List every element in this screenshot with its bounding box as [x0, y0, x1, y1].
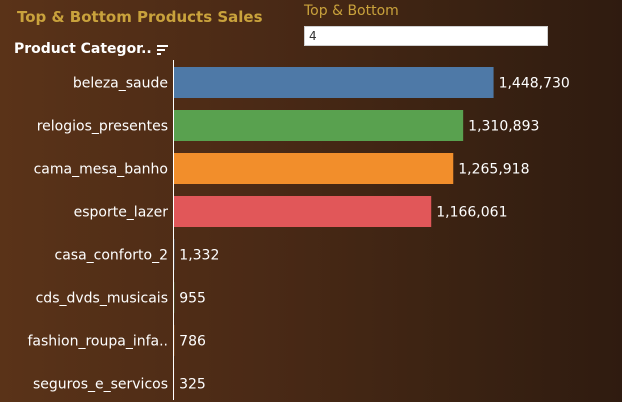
- top-bottom-parameter-input[interactable]: [304, 26, 548, 46]
- value-label: 325: [179, 377, 206, 393]
- bar[interactable]: [174, 110, 464, 141]
- category-label: fashion_roupa_infa..: [27, 334, 168, 350]
- category-label: beleza_saude: [73, 76, 168, 92]
- value-label: 1,332: [179, 248, 219, 264]
- value-label: 955: [179, 291, 206, 307]
- value-label: 1,448,730: [499, 76, 570, 92]
- value-label: 1,265,918: [458, 162, 529, 178]
- bar[interactable]: [174, 153, 454, 184]
- parameter-label: Top & Bottom: [304, 3, 399, 19]
- chart-title: Top & Bottom Products Sales: [17, 8, 263, 26]
- column-header-label: Product Categor..: [14, 41, 152, 57]
- category-label: casa_conforto_2: [55, 248, 169, 264]
- value-label: 786: [179, 334, 206, 350]
- value-label: 1,310,893: [468, 119, 539, 135]
- category-label: seguros_e_servicos: [33, 377, 168, 393]
- category-label: cama_mesa_banho: [34, 162, 168, 178]
- category-label: esporte_lazer: [74, 205, 169, 221]
- bar[interactable]: [174, 67, 494, 98]
- category-label: cds_dvds_musicais: [36, 291, 168, 307]
- sort-descending-icon[interactable]: [156, 44, 169, 55]
- column-header[interactable]: Product Categor..: [14, 41, 169, 57]
- category-label: relogios_presentes: [37, 119, 168, 135]
- value-label: 1,166,061: [436, 205, 507, 221]
- bar[interactable]: [174, 196, 432, 227]
